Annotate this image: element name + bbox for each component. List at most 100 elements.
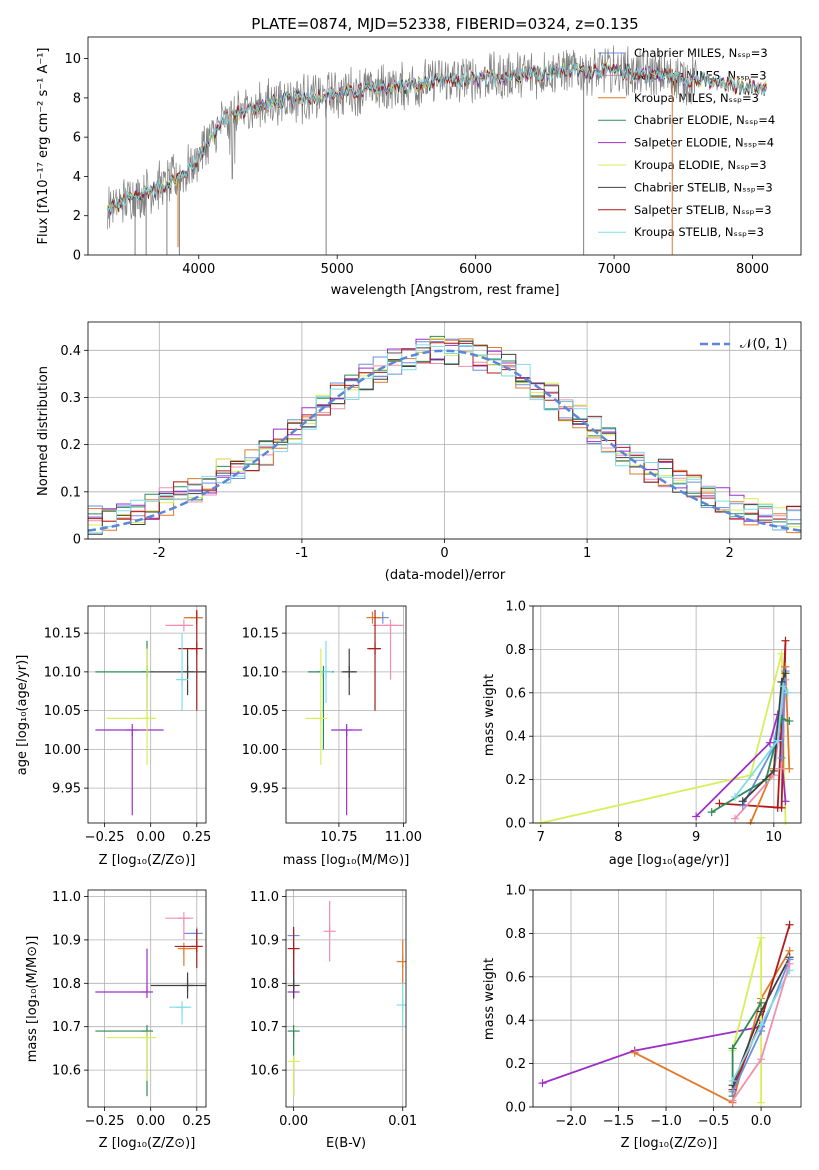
weight-age-xtick-label: 9 xyxy=(692,830,700,845)
mass-ebv-xtick-label: 0.00 xyxy=(279,1114,308,1129)
age-mass-xlabel: mass [log₁₀(M/M⊙)] xyxy=(283,853,410,868)
residuals-histogram-line xyxy=(88,338,801,527)
weight-z-ytick-label: 0.0 xyxy=(505,1101,526,1116)
weight-age-series-line xyxy=(734,683,789,798)
spectrum-model-line xyxy=(107,61,767,213)
weight-z-ytick-label: 0.8 xyxy=(505,927,526,942)
spectrum-xtick-label: 6000 xyxy=(459,262,492,277)
age-z-ytick-label: 10.00 xyxy=(44,743,81,758)
age-mass-ytick-label: 9.95 xyxy=(250,782,279,797)
residuals-xtick-label: 2 xyxy=(726,546,734,561)
spectrum-ylabel: Flux [fλ10⁻¹⁷ erg cm⁻² s⁻¹ A⁻¹] xyxy=(36,48,51,245)
weight-z-xtick-label: −1.0 xyxy=(650,1114,682,1129)
weight-z-xtick-label: −0.5 xyxy=(698,1114,730,1129)
mass-z-ytick-label: 10.7 xyxy=(52,1020,81,1035)
age-mass-axes: 10.75 11.00 9.95 10.00 10.05 10.10 10.15 xyxy=(242,606,422,845)
mass-ebv-frame xyxy=(285,889,407,1108)
age-z-plot-area xyxy=(95,609,206,816)
residuals-xlabel: (data-model)/error xyxy=(385,568,506,583)
spectrum-ytick-label: 6 xyxy=(73,131,81,146)
age-z-xtick-label: 0.25 xyxy=(182,830,211,845)
mass-ebv-ytick-label: 10.7 xyxy=(250,1020,279,1035)
mass-ebv-xtick-label: 0.01 xyxy=(388,1114,417,1129)
age-mass-xtick-label: 11.00 xyxy=(385,830,422,845)
age-z-ytick-label: 10.05 xyxy=(44,704,81,719)
mass-z-ytick-label: 10.8 xyxy=(52,977,81,992)
mass-z-xtick-label: 0.25 xyxy=(182,1114,211,1129)
normal-curve xyxy=(88,349,801,532)
spectrum-xtick-label: 7000 xyxy=(598,262,631,277)
legend-entry: Kroupa STELIB, Nₛₛₚ=3 xyxy=(634,225,764,239)
residuals-xtick-label: -1 xyxy=(295,546,308,561)
legend-entry: Salpeter STELIB, Nₛₛₚ=3 xyxy=(634,203,772,217)
weight-z-plot-area xyxy=(538,920,794,1107)
spectrum-xtick-label: 4000 xyxy=(182,262,215,277)
weight-z-ylabel: mass weight xyxy=(482,958,497,1040)
mass-z-xtick-label: −0.25 xyxy=(85,1114,125,1129)
spectrum-title: PLATE=0874, MJD=52338, FIBERID=0324, z=0… xyxy=(251,15,638,33)
residuals-ytick-label: 0.2 xyxy=(60,438,81,453)
mass-z-plot-area xyxy=(95,912,206,1097)
age-z-ytick-label: 9.95 xyxy=(52,782,81,797)
weight-z-xtick-label: −1.5 xyxy=(603,1114,635,1129)
spectrum-ytick-label: 10 xyxy=(64,52,81,67)
age-mass-ytick-label: 10.15 xyxy=(242,627,279,642)
weight-age-ytick-label: 0.4 xyxy=(505,730,526,745)
mass-z-frame xyxy=(87,889,207,1108)
legend-entry: Chabrier STELIB, Nₛₛₚ=3 xyxy=(634,180,773,194)
age-mass-ytick-label: 10.05 xyxy=(242,704,279,719)
weight-age-xtick-label: 7 xyxy=(537,830,545,845)
spectrum-xtick-label: 8000 xyxy=(736,262,769,277)
mass-ebv-ytick-label: 10.9 xyxy=(250,933,279,948)
mass-z-ytick-label: 11.0 xyxy=(52,890,81,905)
mass-z-xlabel: Z [log₁₀(Z/Z⊙)] xyxy=(99,1136,196,1151)
mass-z-axes: −0.25 0.00 0.25 10.6 10.7 10.8 10.9 11.0 xyxy=(52,890,211,1129)
residuals-xtick-label: -2 xyxy=(153,546,166,561)
age-z-xlabel: Z [log₁₀(Z/Z⊙)] xyxy=(99,853,196,868)
residuals-xtick-label: 0 xyxy=(440,546,448,561)
weight-age-ytick-label: 0.0 xyxy=(505,817,526,832)
weight-age-ytick-label: 0.6 xyxy=(505,686,526,701)
legend-entry: Chabrier MILES, Nₛₛₚ=3 xyxy=(634,46,768,60)
spectrum-plot-area xyxy=(107,45,767,255)
weight-age-frame xyxy=(532,605,802,824)
age-z-xtick-label: −0.25 xyxy=(85,830,125,845)
weight-age-xtick-label: 8 xyxy=(614,830,622,845)
weight-age-ytick-label: 0.2 xyxy=(505,773,526,788)
age-mass-ytick-label: 10.10 xyxy=(242,665,279,680)
weight-z-frame xyxy=(532,889,802,1108)
legend-entry: Salpeter ELODIE, Nₛₛₚ=4 xyxy=(634,136,774,150)
mass-z-ytick-label: 10.6 xyxy=(52,1064,81,1079)
spectrum-axes: 4000 5000 6000 7000 8000 0 2 4 6 8 10 xyxy=(64,52,769,277)
weight-z-ytick-label: 0.4 xyxy=(505,1014,526,1029)
weight-z-xlabel: Z [log₁₀(Z/Z⊙)] xyxy=(621,1136,718,1151)
age-z-ylabel: age [log₁₀(age/yr)] xyxy=(15,655,30,776)
weight-z-ytick-label: 0.6 xyxy=(505,970,526,985)
weight-age-ytick-label: 0.8 xyxy=(505,643,526,658)
weight-age-axes: 7 8 9 10 0.0 0.2 0.4 0.6 0.8 1.0 xyxy=(505,600,801,845)
mass-ebv-ytick-label: 10.6 xyxy=(250,1064,279,1079)
age-z-frame xyxy=(87,605,207,824)
legend-entry: Kroupa ELODIE, Nₛₛₚ=3 xyxy=(634,158,767,172)
weight-z-ytick-label: 1.0 xyxy=(505,884,526,899)
spectrum-ytick-label: 4 xyxy=(73,170,81,185)
mass-ebv-ytick-label: 10.8 xyxy=(250,977,279,992)
spectrum-ytick-label: 8 xyxy=(73,91,81,106)
age-z-ytick-label: 10.15 xyxy=(44,627,81,642)
mass-z-xtick-label: 0.00 xyxy=(136,1114,165,1129)
weight-z-xtick-label: 0.0 xyxy=(751,1114,772,1129)
mass-ebv-ytick-label: 11.0 xyxy=(250,890,279,905)
residuals-histogram-line xyxy=(88,344,801,534)
residuals-ytick-label: 0.1 xyxy=(60,485,81,500)
weight-age-ylabel: mass weight xyxy=(482,674,497,756)
age-mass-ytick-label: 10.00 xyxy=(242,743,279,758)
age-mass-frame xyxy=(285,605,407,824)
weight-age-series-line xyxy=(742,672,787,802)
spectrum-frame xyxy=(87,36,802,256)
weight-age-ytick-label: 1.0 xyxy=(505,600,526,615)
residuals-histogram-line xyxy=(88,340,801,535)
spectrum-ytick-label: 0 xyxy=(73,249,81,264)
residuals-ytick-label: 0 xyxy=(73,533,81,548)
mass-z-ylabel: mass [log₁₀(M/M⊙)] xyxy=(25,936,40,1063)
